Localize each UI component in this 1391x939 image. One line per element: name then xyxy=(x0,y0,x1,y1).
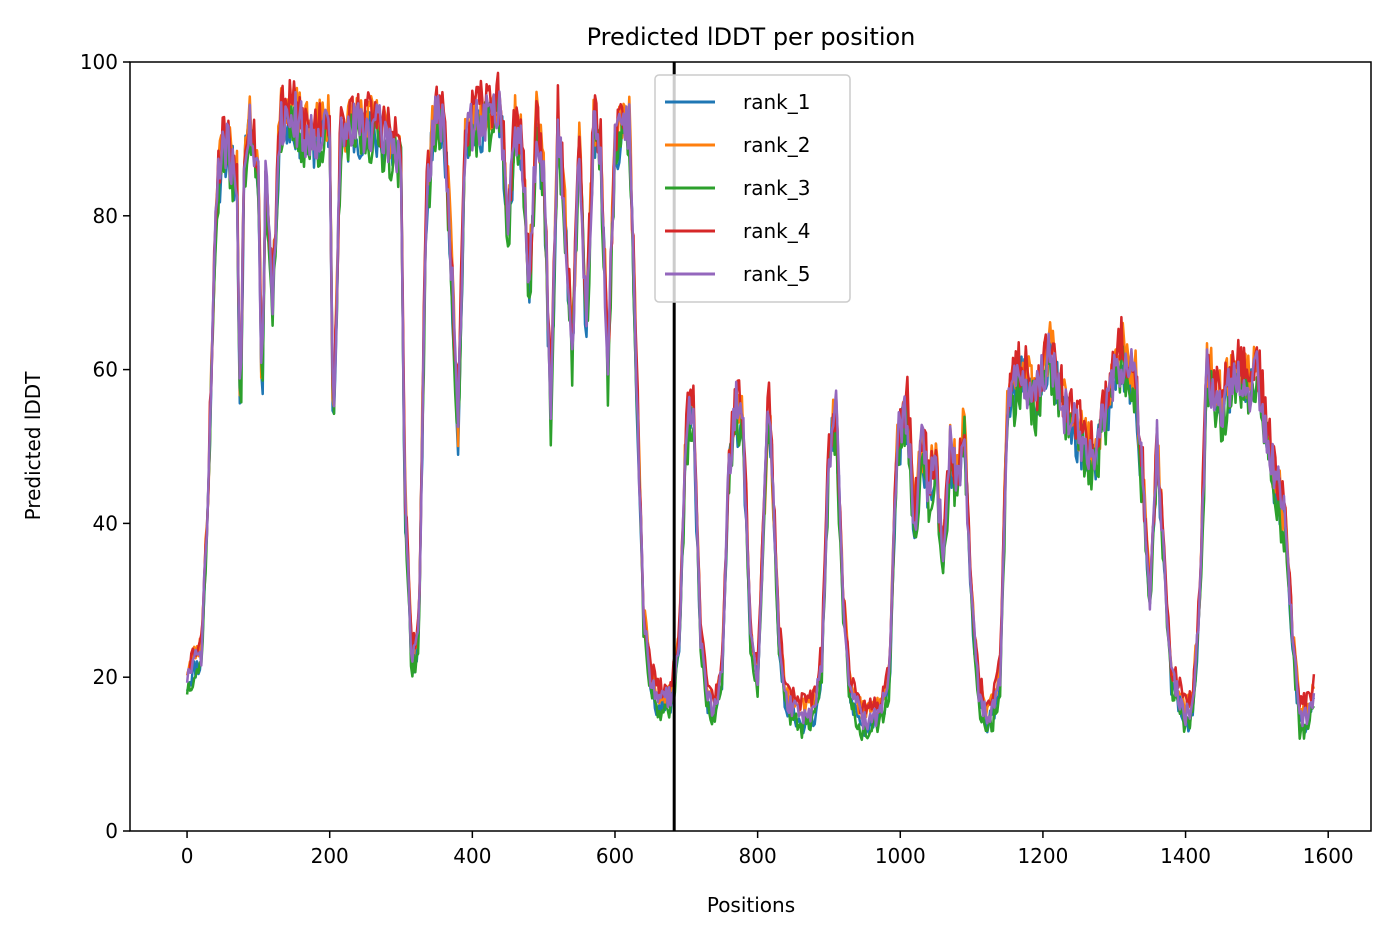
x-tick-label: 1000 xyxy=(875,844,926,868)
x-tick-label: 200 xyxy=(311,844,349,868)
legend-label: rank_3 xyxy=(743,176,810,200)
y-tick-label: 20 xyxy=(93,665,118,689)
y-tick-label: 60 xyxy=(93,358,118,382)
legend-label: rank_1 xyxy=(743,90,810,114)
y-axis-ticks: 0 20 40 60 80 100 xyxy=(80,50,130,843)
y-tick-label: 40 xyxy=(93,511,118,535)
legend-label: rank_2 xyxy=(743,133,810,157)
series-lines xyxy=(185,71,1316,742)
chart-title: Predicted lDDT per position xyxy=(587,23,916,51)
series-line-rank_3 xyxy=(185,95,1315,742)
x-tick-label: 400 xyxy=(453,844,491,868)
x-tick-label: 0 xyxy=(181,844,194,868)
x-tick-label: 1600 xyxy=(1303,844,1354,868)
y-tick-label: 100 xyxy=(80,50,118,74)
y-axis-label: Predicted lDDT xyxy=(21,371,45,521)
x-tick-label: 600 xyxy=(596,844,634,868)
x-tick-label: 1200 xyxy=(1017,844,1068,868)
x-tick-label: 1400 xyxy=(1160,844,1211,868)
legend-label: rank_5 xyxy=(743,262,810,286)
x-axis-ticks: 0 200 400 600 800 1000 1200 1400 1600 xyxy=(181,831,1354,868)
plot-frame xyxy=(129,61,1372,832)
series-line-rank_5 xyxy=(185,90,1316,731)
y-tick-label: 0 xyxy=(105,819,118,843)
x-tick-label: 800 xyxy=(739,844,777,868)
y-tick-label: 80 xyxy=(93,204,118,228)
legend-box xyxy=(654,74,851,303)
legend: rank_1 rank_2 rank_3 rank_4 rank_5 xyxy=(654,74,851,303)
legend-label: rank_4 xyxy=(743,219,810,243)
x-axis-label: Positions xyxy=(707,893,795,917)
